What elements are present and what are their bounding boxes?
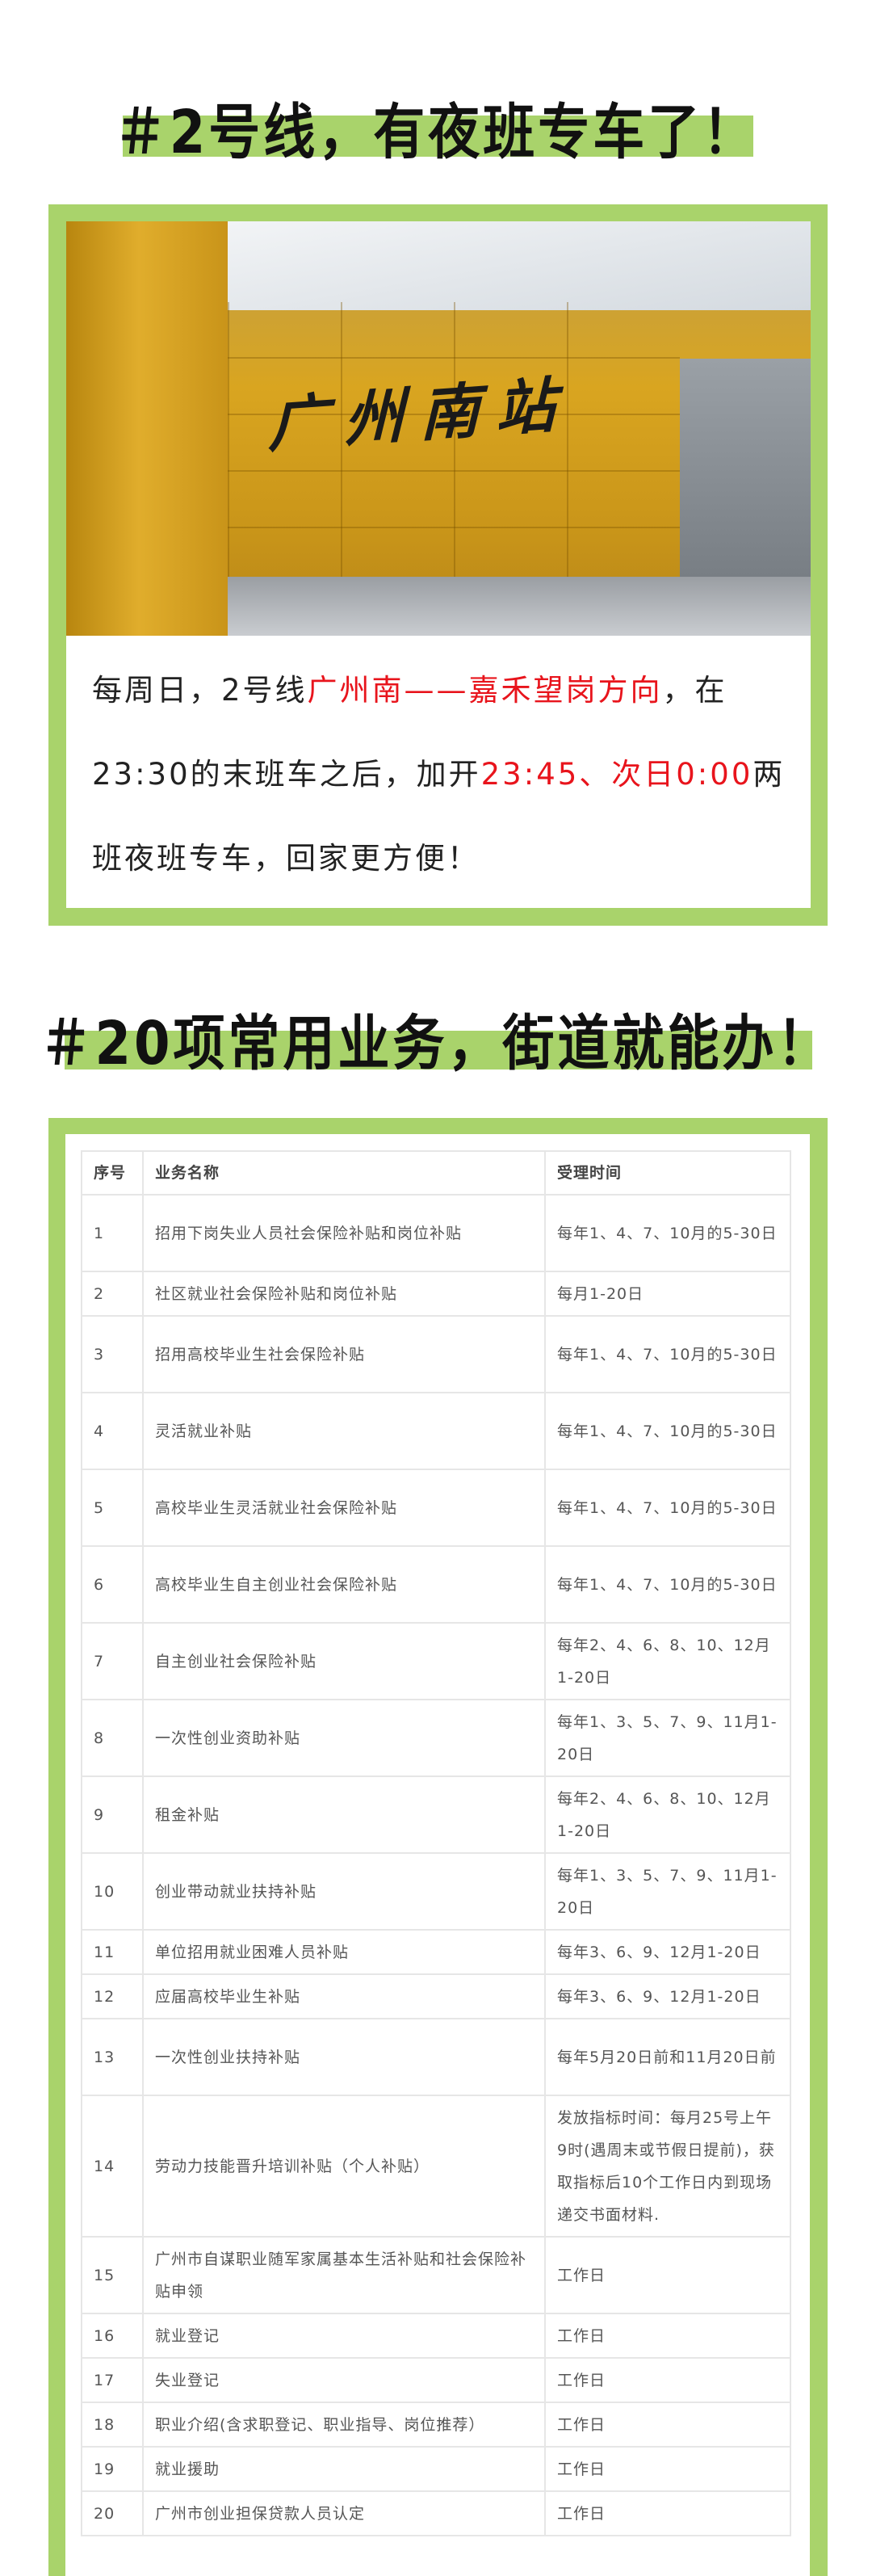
- section-2-title: ＃20项常用业务，街道就能办！: [40, 1010, 832, 1079]
- section-1-card-inner: 广州南站 每周日，2号线广州南——嘉禾望岗方向，在23:30的末班车之后，加开2…: [66, 221, 811, 908]
- cell-time: 工作日: [544, 2490, 791, 2536]
- cell-index: 12: [81, 1973, 144, 2019]
- cell-service-name: 应届高校毕业生补贴: [142, 1973, 546, 2019]
- table-row: 3 招用高校毕业生社会保险补贴 每年1、4、7、10月的5-30日: [81, 1315, 791, 1393]
- para-text: 每周日，2号线: [92, 673, 308, 708]
- cell-time: 每年2、4、6、8、10、12月1-20日: [544, 1622, 791, 1700]
- cell-service-name: 职业介绍(含求职登记、职业指导、岗位推荐）: [142, 2402, 546, 2448]
- cell-service-name: 高校毕业生灵活就业社会保险补贴: [142, 1469, 546, 1547]
- title-highlight-bar-1: [123, 116, 753, 157]
- cell-index: 15: [81, 2236, 144, 2314]
- table-row: 12 应届高校毕业生补贴 每年3、6、9、12月1-20日: [81, 1973, 791, 2019]
- table-row: 6 高校毕业生自主创业社会保险补贴 每年1、4、7、10月的5-30日: [81, 1545, 791, 1624]
- cell-index: 3: [81, 1315, 144, 1393]
- cell-time: 每年3、6、9、12月1-20日: [544, 1973, 791, 2019]
- route-highlight: 广州南——嘉禾望岗方向: [307, 673, 663, 708]
- header-service-name: 业务名称: [142, 1150, 546, 1196]
- table-row: 1 招用下岗失业人员社会保险补贴和岗位补贴 每年1、4、7、10月的5-30日: [81, 1194, 791, 1272]
- cell-time: 每年1、4、7、10月的5-30日: [544, 1315, 791, 1393]
- section-1-title: ＃2号线，有夜班专车了！: [114, 99, 758, 168]
- table-row: 19 就业援助 工作日: [81, 2446, 791, 2492]
- table-row: 13 一次性创业扶持补贴 每年5月20日前和11月20日前: [81, 2018, 791, 2096]
- cell-service-name: 就业登记: [142, 2313, 546, 2359]
- cell-index: 14: [81, 2095, 144, 2238]
- table-row: 10 创业带动就业扶持补贴 每年1、3、5、7、9、11月1-20日: [81, 1852, 791, 1931]
- cell-time: 每年1、3、5、7、9、11月1-20日: [544, 1852, 791, 1931]
- table-header-row: 序号 业务名称 受理时间: [81, 1150, 791, 1196]
- time-highlight: 23:45、次日0:00: [480, 757, 753, 792]
- cell-index: 13: [81, 2018, 144, 2096]
- cell-service-name: 一次性创业资助补贴: [142, 1699, 546, 1777]
- cell-time: 工作日: [544, 2236, 791, 2314]
- cell-service-name: 招用下岗失业人员社会保险补贴和岗位补贴: [142, 1194, 546, 1272]
- table-row: 20 广州市创业担保贷款人员认定 工作日: [81, 2490, 791, 2536]
- cell-service-name: 一次性创业扶持补贴: [142, 2018, 546, 2096]
- cell-service-name: 广州市自谋职业随军家属基本生活补贴和社会保险补贴申领: [142, 2236, 546, 2314]
- cell-index: 8: [81, 1699, 144, 1777]
- cell-service-name: 招用高校毕业生社会保险补贴: [142, 1315, 546, 1393]
- cell-time: 每年1、4、7、10月的5-30日: [544, 1545, 791, 1624]
- table-row: 11 单位招用就业困难人员补贴 每年3、6、9、12月1-20日: [81, 1929, 791, 1975]
- cell-time: 每年2、4、6、8、10、12月1-20日: [544, 1775, 791, 1854]
- cell-index: 18: [81, 2402, 144, 2448]
- cell-service-name: 失业登记: [142, 2357, 546, 2403]
- cell-index: 5: [81, 1469, 144, 1547]
- cell-time: 工作日: [544, 2313, 791, 2359]
- night-train-description: 每周日，2号线广州南——嘉禾望岗方向，在23:30的末班车之后，加开23:45、…: [92, 649, 794, 901]
- section-1-card: 广州南站 每周日，2号线广州南——嘉禾望岗方向，在23:30的末班车之后，加开2…: [48, 204, 828, 926]
- header-index: 序号: [81, 1150, 144, 1196]
- cell-service-name: 社区就业社会保险补贴和岗位补贴: [142, 1271, 546, 1317]
- table-row: 17 失业登记 工作日: [81, 2357, 791, 2403]
- services-table: 序号 业务名称 受理时间 1 招用下岗失业人员社会保险补贴和岗位补贴 每年1、4、7…: [81, 1150, 791, 2536]
- table-row: 14 劳动力技能晋升培训补贴（个人补贴） 发放指标时间：每月25号上午9时(遇周末或…: [81, 2095, 791, 2238]
- cell-index: 20: [81, 2490, 144, 2536]
- cell-service-name: 就业援助: [142, 2446, 546, 2492]
- cell-index: 6: [81, 1545, 144, 1624]
- table-row: 18 职业介绍(含求职登记、职业指导、岗位推荐） 工作日: [81, 2402, 791, 2448]
- cell-time: 每年1、4、7、10月的5-30日: [544, 1194, 791, 1272]
- cell-time: 工作日: [544, 2446, 791, 2492]
- cell-index: 16: [81, 2313, 144, 2359]
- cell-time: 每年1、3、5、7、9、11月1-20日: [544, 1699, 791, 1777]
- cell-service-name: 灵活就业补贴: [142, 1392, 546, 1470]
- cell-service-name: 单位招用就业困难人员补贴: [142, 1929, 546, 1975]
- table-row: 2 社区就业社会保险补贴和岗位补贴 每月1-20日: [81, 1271, 791, 1317]
- cell-service-name: 广州市创业担保贷款人员认定: [142, 2490, 546, 2536]
- cell-time: 每年1、4、7、10月的5-30日: [544, 1469, 791, 1547]
- cell-service-name: 自主创业社会保险补贴: [142, 1622, 546, 1700]
- cell-service-name: 创业带动就业扶持补贴: [142, 1852, 546, 1931]
- title-highlight-bar-2: [65, 1031, 812, 1069]
- para-text: 两班夜班专车，回家更方便！: [92, 757, 786, 876]
- header-time: 受理时间: [544, 1150, 791, 1196]
- cell-index: 17: [81, 2357, 144, 2403]
- table-row: 7 自主创业社会保险补贴 每年2、4、6、8、10、12月1-20日: [81, 1622, 791, 1700]
- cell-service-name: 租金补贴: [142, 1775, 546, 1854]
- table-row: 9 租金补贴 每年2、4、6、8、10、12月1-20日: [81, 1775, 791, 1854]
- cell-service-name: 劳动力技能晋升培训补贴（个人补贴）: [142, 2095, 546, 2238]
- para-text: ，在23:30的末班车之后，加开: [92, 673, 727, 792]
- table-row: 8 一次性创业资助补贴 每年1、3、5、7、9、11月1-20日: [81, 1699, 791, 1777]
- cell-index: 9: [81, 1775, 144, 1854]
- cell-index: 7: [81, 1622, 144, 1700]
- guangzhou-south-station-photo: 广州南站: [66, 221, 811, 636]
- table-row: 15 广州市自谋职业随军家属基本生活补贴和社会保险补贴申领 工作日: [81, 2236, 791, 2314]
- cell-service-name: 高校毕业生自主创业社会保险补贴: [142, 1545, 546, 1624]
- cell-time: 每年5月20日前和11月20日前: [544, 2018, 791, 2096]
- cell-time: 每年1、4、7、10月的5-30日: [544, 1392, 791, 1470]
- table-row: 5 高校毕业生灵活就业社会保险补贴 每年1、4、7、10月的5-30日: [81, 1469, 791, 1547]
- cell-index: 19: [81, 2446, 144, 2492]
- table-row: 16 就业登记 工作日: [81, 2313, 791, 2359]
- cell-index: 2: [81, 1271, 144, 1317]
- cell-index: 11: [81, 1929, 144, 1975]
- cell-index: 4: [81, 1392, 144, 1470]
- cell-index: 1: [81, 1194, 144, 1272]
- cell-time: 每年3、6、9、12月1-20日: [544, 1929, 791, 1975]
- cell-time: 工作日: [544, 2402, 791, 2448]
- cell-index: 10: [81, 1852, 144, 1931]
- cell-time: 发放指标时间：每月25号上午9时(遇周末或节假日提前)，获取指标后10个工作日内…: [544, 2095, 791, 2238]
- table-row: 4 灵活就业补贴 每年1、4、7、10月的5-30日: [81, 1392, 791, 1470]
- cell-time: 工作日: [544, 2357, 791, 2403]
- cell-time: 每月1-20日: [544, 1271, 791, 1317]
